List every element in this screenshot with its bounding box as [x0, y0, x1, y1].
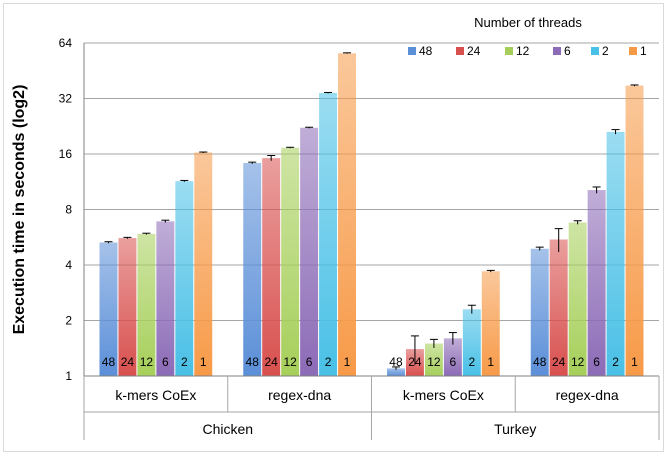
bar — [625, 85, 644, 376]
bar-thread-label: 48 — [533, 355, 547, 369]
legend-entry-label: 48 — [419, 44, 433, 58]
bar-thread-label: 12 — [571, 355, 585, 369]
bar-thread-label: 2 — [181, 355, 188, 369]
bar — [424, 343, 443, 376]
bar-thread-label: 24 — [265, 355, 279, 369]
bar — [194, 152, 213, 376]
bar — [319, 92, 338, 376]
bars: 48 24 12 6 2 1 48 24 12 6 2 1 48 24 12 6 2 1 48 24 12 6 2 1 — [99, 52, 644, 376]
x-category-label: k-mers CoEx — [403, 387, 484, 403]
x-category-label: regex-dna — [268, 387, 331, 403]
y-tick-label: 2 — [65, 314, 72, 328]
bar-thread-label: 1 — [200, 355, 207, 369]
legend-entry-label: 1 — [640, 44, 647, 58]
bar-thread-label: 2 — [612, 355, 619, 369]
bar — [338, 53, 356, 376]
bar-thread-label: 12 — [140, 355, 154, 369]
y-tick-label: 16 — [59, 147, 73, 161]
bar — [118, 238, 137, 376]
bar — [243, 162, 262, 376]
y-tick-label: 8 — [65, 203, 72, 217]
x-category-label: k-mers CoEx — [115, 387, 196, 403]
bar-thread-label: 2 — [468, 355, 475, 369]
y-tick-label: 4 — [65, 258, 72, 272]
bar — [462, 309, 481, 376]
bar — [156, 221, 175, 376]
bar-thread-label: 12 — [283, 355, 297, 369]
bar-thread-label: 48 — [389, 355, 403, 369]
bar-thread-label: 48 — [102, 355, 116, 369]
bar — [387, 368, 405, 376]
legend-entry-label: 24 — [467, 44, 481, 58]
legend-entry-label: 12 — [516, 44, 530, 58]
bar — [530, 248, 549, 376]
bar — [606, 131, 625, 376]
bar-thread-label: 1 — [344, 355, 351, 369]
bar — [175, 181, 194, 376]
bar-thread-label: 24 — [552, 355, 566, 369]
bar-thread-label: 6 — [306, 355, 313, 369]
execution-time-bar-chart: 48 24 12 6 2 1 48 24 12 6 2 1 48 24 12 6 2 1 48 24 12 6 2 1 124… — [11, 15, 660, 440]
y-axis-label: Execution time in seconds (log2) — [11, 85, 28, 335]
bar-thread-label: 24 — [121, 355, 135, 369]
bar-thread-label: 1 — [487, 355, 494, 369]
bar — [549, 239, 568, 376]
bar — [481, 271, 500, 376]
legend-swatch — [629, 47, 637, 55]
bar — [281, 147, 300, 376]
bar — [587, 190, 606, 376]
legend-swatch — [408, 47, 416, 55]
legend-swatch — [553, 47, 561, 55]
legend-swatch — [456, 47, 464, 55]
bar — [99, 242, 118, 376]
legend-swatch — [505, 47, 513, 55]
bar — [568, 222, 587, 376]
bar — [443, 338, 462, 376]
bar-thread-label: 48 — [246, 355, 260, 369]
bar-thread-label: 2 — [325, 355, 332, 369]
y-tick-label: 64 — [59, 36, 73, 50]
bar-thread-label: 6 — [162, 355, 169, 369]
bar-thread-label: 12 — [427, 355, 441, 369]
y-tick-label: 1 — [65, 369, 72, 383]
bar-thread-label: 6 — [450, 355, 457, 369]
x-category-label: regex-dna — [556, 387, 619, 403]
legend: Number of threads 48 24 12 6 2 1 — [408, 15, 647, 58]
x-group-label: Turkey — [494, 421, 536, 437]
bar-thread-label: 1 — [631, 355, 638, 369]
legend-title: Number of threads — [474, 15, 582, 30]
bar-thread-label: 24 — [408, 355, 422, 369]
legend-swatch — [591, 47, 599, 55]
bar — [300, 127, 319, 376]
x-group-label: Chicken — [202, 421, 253, 437]
bar-thread-label: 6 — [593, 355, 600, 369]
bar — [137, 233, 156, 376]
legend-entry-label: 2 — [602, 44, 609, 58]
bar — [262, 158, 281, 376]
y-tick-label: 32 — [59, 92, 73, 106]
legend-entry-label: 6 — [564, 44, 571, 58]
